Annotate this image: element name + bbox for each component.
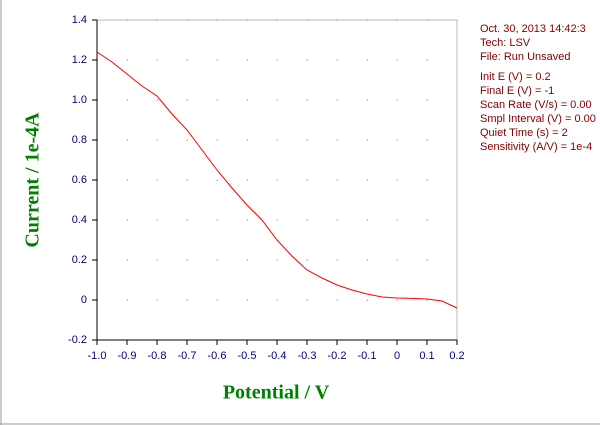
data-line [96, 51, 458, 309]
x-tick-label: -0.5 [238, 350, 257, 362]
info-param: Scan Rate (V/s) = 0.00 [480, 99, 592, 111]
x-axis-title: Potential / V [223, 382, 330, 404]
x-tick-label: -1.0 [88, 350, 107, 362]
info-date: Oct. 30, 2013 14:42:3 [480, 23, 586, 35]
y-tick-label: 1.4 [72, 14, 87, 26]
info-line: File: Run Unsaved [480, 51, 571, 63]
x-tick-label: -0.8 [148, 350, 167, 362]
x-tick-label: -0.4 [268, 350, 287, 362]
x-tick-label: 0 [394, 350, 400, 362]
x-tick-label: -0.3 [298, 350, 317, 362]
y-tick-label: 1.2 [72, 54, 87, 66]
x-tick-label: -0.2 [328, 350, 347, 362]
info-param: Sensitivity (A/V) = 1e-4 [480, 141, 592, 153]
x-tick-label: -0.1 [358, 350, 377, 362]
info-param: Quiet Time (s) = 2 [480, 127, 568, 139]
y-tick-label: 1.0 [72, 94, 87, 106]
y-tick-label: 0.4 [72, 214, 87, 226]
info-line: Tech: LSV [480, 37, 531, 49]
x-tick-label: -0.6 [208, 350, 227, 362]
info-param: Final E (V) = -1 [480, 85, 554, 97]
x-tick-label: 0.2 [449, 350, 464, 362]
y-tick-label: 0.8 [72, 134, 87, 146]
info-param: Init E (V) = 0.2 [480, 71, 551, 83]
y-tick-label: 0.6 [72, 174, 87, 186]
y-tick-label: 0 [81, 294, 87, 306]
x-tick-label: -0.9 [118, 350, 137, 362]
x-tick-label: -0.7 [178, 350, 197, 362]
y-tick-label: -0.2 [68, 334, 87, 346]
x-tick-label: 0.1 [419, 350, 434, 362]
y-axis-title: Current / 1e-4A [22, 112, 44, 248]
y-tick-label: 0.2 [72, 254, 87, 266]
info-param: Smpl Interval (V) = 0.00 [480, 113, 596, 125]
